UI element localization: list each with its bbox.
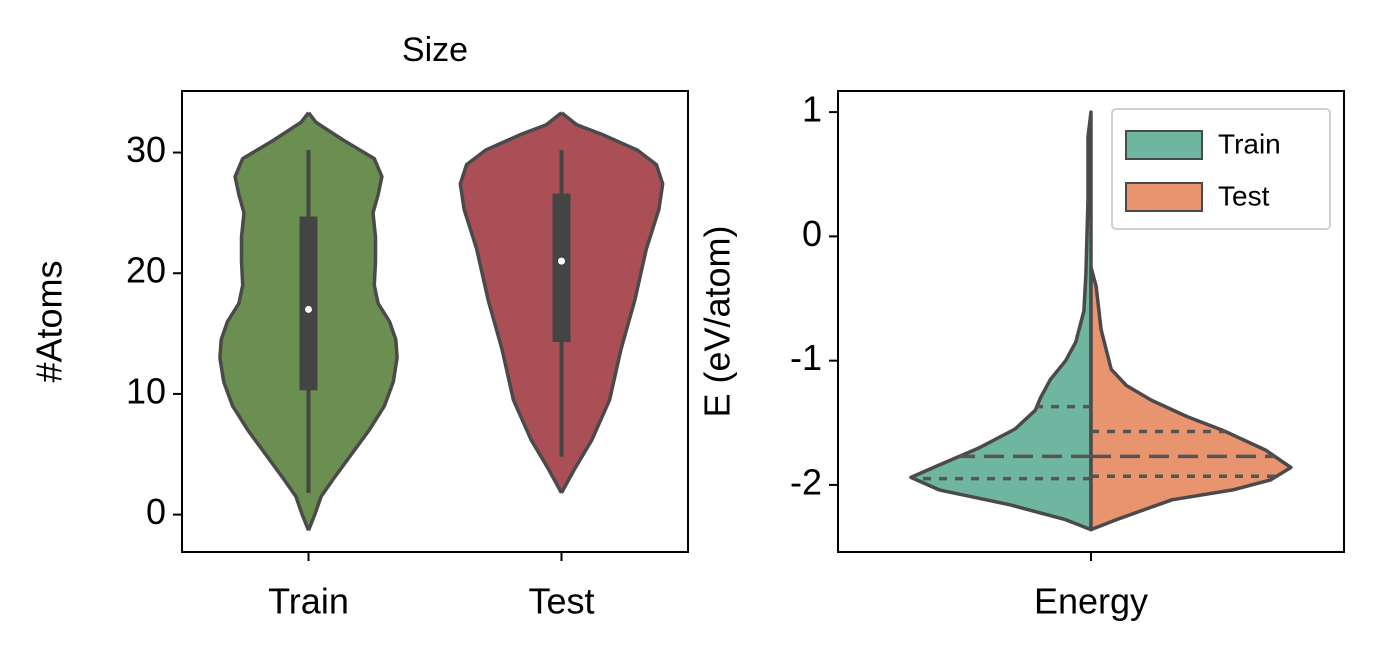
legend-swatch (1125, 182, 1203, 212)
plot-frame (837, 90, 1345, 553)
x-tick-label: Energy (1034, 581, 1148, 622)
median (558, 257, 565, 265)
box (299, 216, 318, 391)
y-axis-label: E (eV/atom) (697, 225, 738, 417)
y-tick-label: -2 (790, 461, 822, 502)
plot-frame (181, 90, 689, 553)
y-tick-label: 30 (126, 129, 166, 170)
violin-half (559, 111, 665, 494)
y-tick-label: 20 (126, 250, 166, 291)
legend-swatch (1125, 130, 1203, 160)
legend-label: Train (1218, 128, 1281, 159)
y-tick-label: -1 (790, 337, 822, 378)
x-tick-label: Train (268, 581, 349, 622)
x-tick-label: Test (528, 581, 594, 622)
violin-half (306, 111, 399, 531)
violin-half (218, 111, 311, 531)
violin-half (1089, 265, 1293, 532)
median (305, 305, 312, 313)
y-tick-label: 0 (802, 213, 822, 254)
y-tick-label: 1 (802, 89, 822, 130)
violin-half (458, 111, 564, 494)
y-axis-label: #Atoms (29, 260, 70, 382)
chart-title: Size (402, 31, 468, 69)
y-tick-label: 10 (126, 370, 166, 411)
legend-label: Test (1218, 180, 1270, 211)
violin-half (909, 110, 1093, 532)
y-tick-label: 0 (146, 491, 166, 532)
box (552, 193, 571, 343)
